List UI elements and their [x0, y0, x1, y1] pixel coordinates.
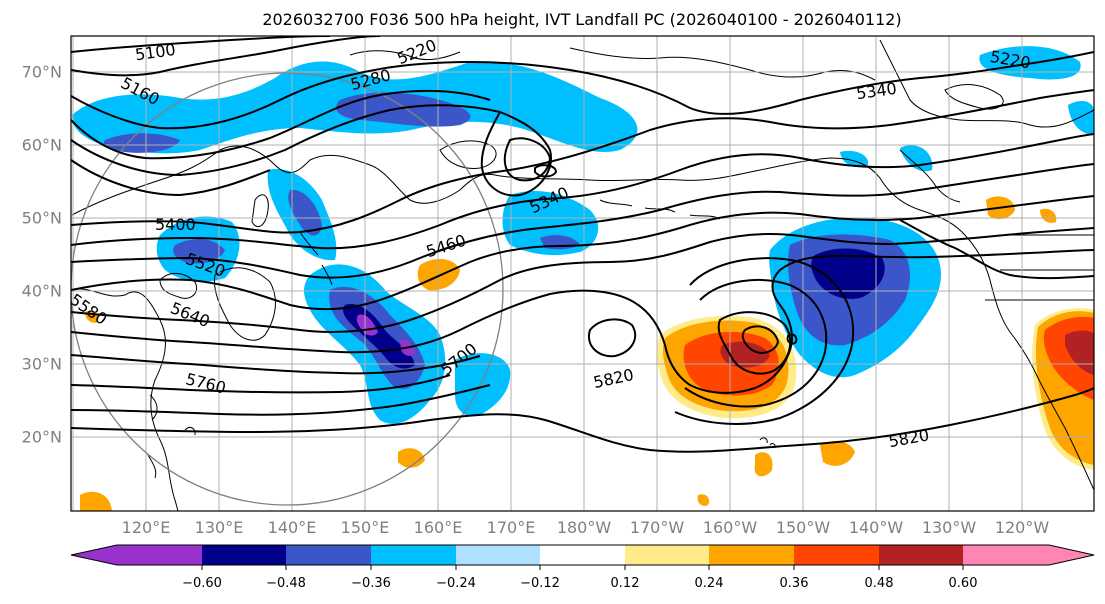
- colorbar-tick-label: 0.24: [694, 576, 724, 591]
- longitude-label: 170°W: [629, 518, 685, 537]
- longitude-label: 150°E: [340, 518, 390, 537]
- latitude-label: 50°N: [21, 208, 62, 228]
- longitude-label: 160°W: [702, 518, 758, 537]
- colorbar-segment: [202, 545, 287, 565]
- colorbar-tick-label: 0.60: [948, 576, 978, 591]
- colorbar-segment: [963, 545, 1049, 565]
- colorbar-tick-label: −0.12: [520, 576, 560, 591]
- colorbar-segment: [456, 545, 541, 565]
- colorbar-tick-label: −0.60: [182, 576, 222, 591]
- coastlines: [71, 39, 1094, 511]
- longitude-label: 130°E: [194, 518, 244, 537]
- colorbar-segment: [709, 545, 795, 565]
- range-ring: [71, 72, 504, 506]
- colorbar-tick-label: 0.48: [864, 576, 894, 591]
- colorbar-segment: [117, 545, 203, 565]
- longitude-label: 160°E: [413, 518, 463, 537]
- longitude-label: 120°W: [994, 518, 1050, 537]
- colorbar-outline: [70, 544, 1095, 566]
- colorbar-tick-label: −0.36: [351, 576, 391, 591]
- longitude-label: 150°W: [775, 518, 831, 537]
- colorbar: [70, 544, 1095, 570]
- latitude-label: 20°N: [21, 427, 62, 447]
- colorbar-tick-label: −0.48: [266, 576, 306, 591]
- latitude-label: 40°N: [21, 281, 62, 301]
- colorbar-tick-label: 0.12: [610, 576, 640, 591]
- colorbar-segment: [879, 545, 964, 565]
- contour-label: 5400: [155, 215, 196, 234]
- longitude-label: 180°W: [556, 518, 612, 537]
- longitude-label: 140°E: [267, 518, 317, 537]
- colorbar-tick-label: 0.36: [779, 576, 809, 591]
- colorbar-segment: [371, 545, 457, 565]
- longitude-label: 120°E: [121, 518, 171, 537]
- colorbar-segment: [540, 545, 626, 565]
- height-contours: [71, 36, 1094, 453]
- colorbar-segment: [625, 545, 710, 565]
- longitude-label: 170°E: [486, 518, 536, 537]
- map-frame: [70, 35, 1095, 512]
- ivt-negative-shading: [72, 46, 1094, 424]
- latitude-label: 60°N: [21, 135, 62, 155]
- colorbar-segment: [794, 545, 880, 565]
- colorbar-segment: [71, 545, 117, 565]
- map-title: 2026032700 F036 500 hPa height, IVT Land…: [262, 10, 902, 29]
- latitude-label: 30°N: [21, 354, 62, 374]
- colorbar-segment: [1049, 545, 1094, 565]
- latitude-label: 70°N: [21, 62, 62, 82]
- contour-labels: 5100 5160 5220 5280 5340 5340 5220 5400 …: [71, 36, 1032, 451]
- longitude-label: 130°W: [921, 518, 977, 537]
- colorbar-tick-label: −0.24: [436, 576, 476, 591]
- colorbar-segment: [286, 545, 372, 565]
- longitude-label: 140°W: [848, 518, 904, 537]
